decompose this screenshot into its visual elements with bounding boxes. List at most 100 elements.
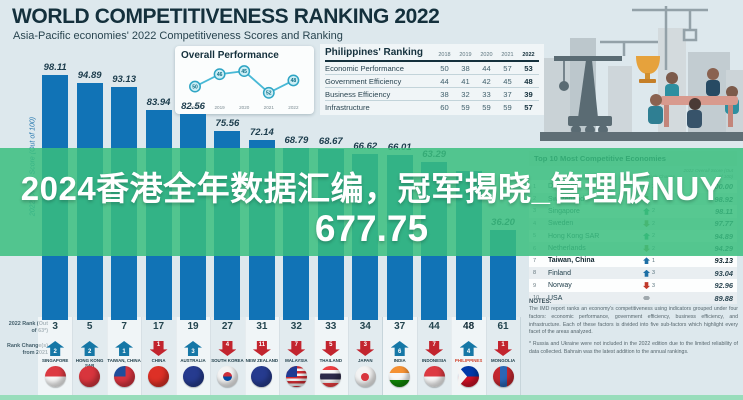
svg-text:2020: 2020 xyxy=(239,105,250,110)
factor-value: 48 xyxy=(524,76,533,86)
arrow-shape xyxy=(149,341,168,356)
rank-2022: 17 xyxy=(152,321,165,332)
rank-up-arrow-icon: 2 xyxy=(46,341,65,356)
factor-value: 50 xyxy=(440,63,449,73)
top10-rank: 8 xyxy=(533,270,537,277)
rank-2022: 3 xyxy=(52,321,58,332)
rank-2022: 33 xyxy=(325,321,337,332)
bottom-strip xyxy=(0,395,743,400)
overall-performance-title: Overall Performance xyxy=(181,50,279,61)
india-flag-icon xyxy=(389,366,411,387)
japan-flag-icon xyxy=(354,366,376,387)
economy-name: South Korea xyxy=(211,358,244,363)
up-arrow-icon xyxy=(643,257,650,265)
philippines-ranking-row: Government Efficiency 44 41 42 45 48 xyxy=(325,75,539,88)
watermark-line1: 2024香港全年数据汇编，冠军揭晓_管理版NUY xyxy=(20,170,723,207)
notes-paragraph-2: * Russia and Ukraine were not included i… xyxy=(529,341,738,355)
philippines-ranking-table: Philippines' Ranking 2018 2019 2020 2021 202… xyxy=(320,44,544,115)
rank-change-axis-caption: Rank Change(s) from 2021 xyxy=(6,343,48,356)
top10-change-value: 3 xyxy=(652,270,655,277)
philippines-flag-icon xyxy=(458,366,480,387)
up-arrow-icon xyxy=(643,269,650,277)
rank-up-arrow-icon: 3 xyxy=(184,341,202,356)
score-value-label: 93.13 xyxy=(112,74,136,86)
rank-2022: 5 xyxy=(86,321,93,332)
factor-value: 44 xyxy=(440,76,449,86)
top10-change-value: 3 xyxy=(652,282,655,289)
watermark-overlay: 2024香港全年数据汇编，冠军揭晓_管理版NUY 677.75 xyxy=(0,148,743,256)
southkorea-flag-icon xyxy=(216,366,238,387)
top10-rank-change: 1 xyxy=(643,257,679,265)
arrow-shape xyxy=(425,341,444,356)
line-point xyxy=(238,65,251,78)
top10-rank-change xyxy=(643,296,679,301)
page-subtitle: Asia-Pacific economies' 2022 Competitive… xyxy=(13,30,343,42)
economy-name: Japan xyxy=(357,358,373,363)
factor-value: 42 xyxy=(482,76,491,86)
score-value-label: 66.62 xyxy=(353,140,378,152)
watermark-line2: 677.75 xyxy=(314,208,429,249)
rank-down-arrow-icon: 3 xyxy=(356,341,375,356)
year-header: 2020 xyxy=(480,52,493,58)
rank-down-arrow-icon: 1 xyxy=(494,341,513,356)
factor-value: 60 xyxy=(440,102,449,112)
overall-performance-card: Overall Performance 50 2018 46 2019 45 2020 52… xyxy=(175,46,314,114)
score-value-label: 68.67 xyxy=(318,135,343,147)
score-value-label: 75.56 xyxy=(215,118,240,130)
economy-name: Singapore xyxy=(42,358,69,363)
overall-performance-line-chart: 50 2018 46 2019 45 2020 52 2021 48 2022 xyxy=(189,65,300,110)
china-flag-icon xyxy=(148,366,170,387)
rank-2022: 31 xyxy=(256,321,268,332)
notes-title: NOTES: xyxy=(529,299,552,305)
top10-change-value: 1 xyxy=(652,257,655,264)
factor-value: 57 xyxy=(524,102,533,112)
arrow-shape xyxy=(115,341,134,356)
construction-illustration xyxy=(540,6,743,141)
economy-name: Indonesia xyxy=(421,358,447,363)
rank-change-value: 7 xyxy=(294,342,299,348)
rank-down-arrow-icon: 7 xyxy=(287,341,306,356)
newzealand-flag-icon xyxy=(251,366,273,387)
rank-2022: 7 xyxy=(121,321,127,332)
arrow-shape xyxy=(356,341,375,356)
top10-rank: 7 xyxy=(533,257,537,264)
top10-score: 93.13 xyxy=(714,256,734,266)
rank-down-arrow-icon: 1 xyxy=(149,341,168,356)
svg-text:2018: 2018 xyxy=(190,105,201,110)
year-header: 2022 xyxy=(522,52,535,58)
meeting-people-icon xyxy=(648,68,739,128)
economy-name: Philippines xyxy=(454,358,483,363)
factor-value: 39 xyxy=(524,89,533,99)
australia-flag-icon xyxy=(182,366,204,387)
top10-rank-change: 3 xyxy=(643,269,679,277)
top10-economy-name: Taiwan, China xyxy=(548,257,595,265)
factor-value: 38 xyxy=(461,63,470,73)
economy-name: China xyxy=(151,358,166,363)
top10-rank-change: 3 xyxy=(643,282,679,290)
factor-label: Business Efficiency xyxy=(325,89,391,99)
factor-value: 45 xyxy=(503,76,512,86)
top10-score: 89.88 xyxy=(714,293,734,303)
svg-text:2019: 2019 xyxy=(214,105,225,110)
malaysia-flag-icon xyxy=(285,366,307,387)
score-value-label: 68.79 xyxy=(284,135,309,147)
hongkong-flag-icon xyxy=(79,366,101,387)
rank-2022: 44 xyxy=(428,321,440,332)
top10-economy-name: Finland xyxy=(548,269,571,277)
line-point xyxy=(189,80,201,93)
factor-value: 59 xyxy=(503,102,512,112)
svg-text:52: 52 xyxy=(266,91,272,97)
rank-2022: 34 xyxy=(359,321,371,332)
philippines-ranking-row: Infrastructure 60 59 59 59 57 xyxy=(325,101,539,113)
rank-2022: 19 xyxy=(187,321,199,332)
taiwan-flag-icon xyxy=(113,366,135,387)
rank-down-arrow-icon: 5 xyxy=(321,341,340,356)
trophy-icon xyxy=(636,56,660,83)
factor-value: 38 xyxy=(440,89,449,99)
top10-row: 8 Finland 3 93.04 xyxy=(529,267,737,280)
top10-economy-name: USA xyxy=(548,294,563,302)
rank-change-value: 4 xyxy=(225,342,230,348)
road xyxy=(540,132,743,141)
score-value-label: 66.01 xyxy=(378,142,422,153)
svg-text:46: 46 xyxy=(217,72,223,78)
